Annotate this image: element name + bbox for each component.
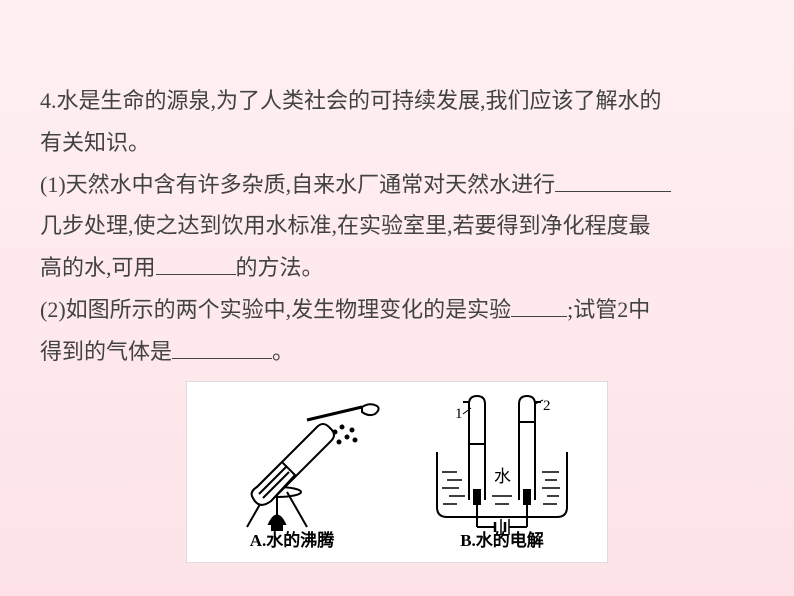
page-content: 4.水是生命的源泉,为了人类社会的可持续发展,我们应该了解水的 有关知识。 (1… <box>0 0 794 583</box>
part2-line2: 得到的气体是 。 <box>40 331 754 373</box>
part1-line1: (1)天然水中含有许多杂质,自来水厂通常对天然水进行 <box>40 164 754 206</box>
question-stem: 4.水是生命的源泉,为了人类社会的可持续发展,我们应该了解水的 <box>40 80 754 122</box>
part1-prefix: (1)天然水中含有许多杂质,自来水厂通常对天然水进行 <box>40 172 555 197</box>
part1-line2: 几步处理,使之达到饮用水标准,在实验室里,若要得到净化程度最 <box>40 205 754 247</box>
part1-line3: 高的水,可用 的方法。 <box>40 247 754 289</box>
tube-1-label: 1 <box>455 406 463 422</box>
part2-mid: ;试管2中 <box>567 297 650 322</box>
question-number: 4 <box>40 88 51 113</box>
part2-line1: (2)如图所示的两个实验中,发生物理变化的是实验 ;试管2中 <box>40 289 754 331</box>
blank-4 <box>172 358 272 359</box>
diagram-container: A.水的沸腾 <box>186 381 608 563</box>
blank-2 <box>156 274 236 275</box>
diagram-b: 1 2 水 B.水的电解 <box>397 382 607 562</box>
part1-line3b: 的方法。 <box>236 255 324 280</box>
blank-3 <box>511 316 567 317</box>
electrolysis-svg: 1 2 水 <box>397 382 607 542</box>
stem-text-1: .水是生命的源泉,为了人类社会的可持续发展,我们应该了解水的 <box>51 88 662 113</box>
stem-text-2: 有关知识。 <box>40 122 754 164</box>
part1-line3a: 高的水,可用 <box>40 255 156 280</box>
part2-line2b: 。 <box>272 339 294 364</box>
part2-line2a: 得到的气体是 <box>40 339 172 364</box>
water-label: 水 <box>494 467 511 486</box>
diagram-a: A.水的沸腾 <box>187 382 397 562</box>
boiling-water-svg <box>187 382 397 542</box>
part2-prefix: (2)如图所示的两个实验中,发生物理变化的是实验 <box>40 297 511 322</box>
diagram-b-caption: B.水的电解 <box>397 525 607 557</box>
tube-2-label: 2 <box>543 398 551 414</box>
diagram-a-caption: A.水的沸腾 <box>187 525 397 557</box>
blank-1 <box>555 191 671 192</box>
